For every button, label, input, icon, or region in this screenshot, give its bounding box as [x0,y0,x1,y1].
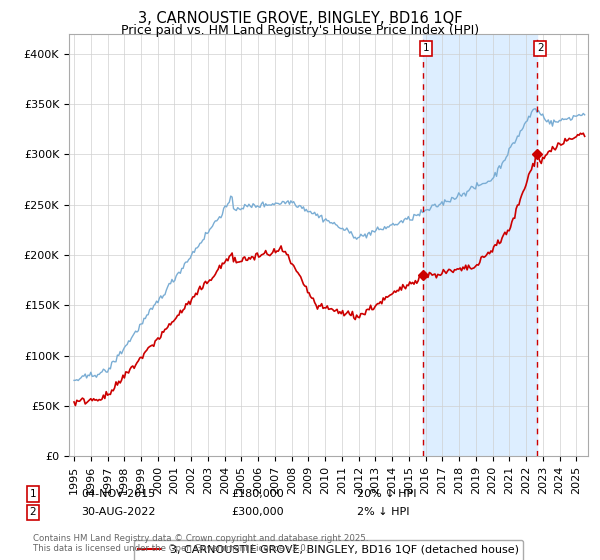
Text: Price paid vs. HM Land Registry's House Price Index (HPI): Price paid vs. HM Land Registry's House … [121,24,479,36]
Text: 2: 2 [537,43,544,53]
Text: 1: 1 [29,489,37,499]
Text: 3, CARNOUSTIE GROVE, BINGLEY, BD16 1QF: 3, CARNOUSTIE GROVE, BINGLEY, BD16 1QF [138,11,462,26]
Text: 04-NOV-2015: 04-NOV-2015 [81,489,155,499]
Text: 30-AUG-2022: 30-AUG-2022 [81,507,155,517]
Bar [423,34,537,456]
Text: £300,000: £300,000 [231,507,284,517]
Text: £180,000: £180,000 [231,489,284,499]
Text: 20% ↓ HPI: 20% ↓ HPI [357,489,416,499]
Legend: 3, CARNOUSTIE GROVE, BINGLEY, BD16 1QF (detached house), HPI: Average price, det: 3, CARNOUSTIE GROVE, BINGLEY, BD16 1QF (… [134,540,523,560]
Text: 2% ↓ HPI: 2% ↓ HPI [357,507,409,517]
Text: 1: 1 [422,43,429,53]
Text: Contains HM Land Registry data © Crown copyright and database right 2025.
This d: Contains HM Land Registry data © Crown c… [33,534,368,553]
Text: 2: 2 [29,507,37,517]
